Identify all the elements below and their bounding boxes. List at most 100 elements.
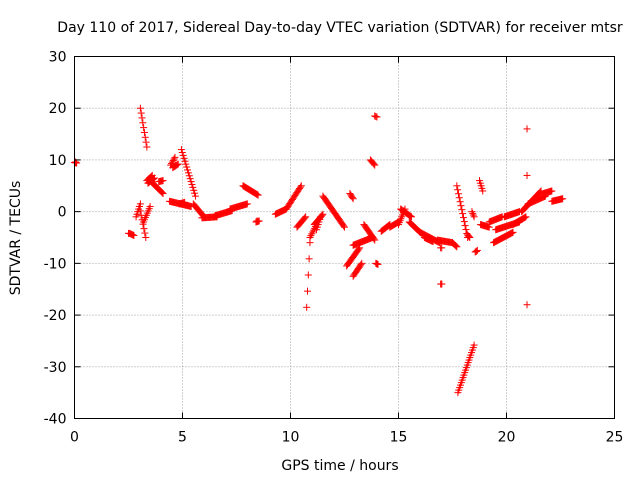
- data-point: [454, 190, 462, 198]
- data-point: [460, 218, 468, 226]
- y-tick-label: -30: [44, 360, 67, 376]
- data-point: [459, 210, 467, 218]
- data-point: [318, 211, 326, 219]
- data-point: [179, 151, 187, 159]
- chart-title: Day 110 of 2017, Sidereal Day-to-day VTE…: [57, 20, 623, 36]
- data-point: [296, 183, 304, 191]
- data-point: [142, 138, 150, 146]
- data-point: [159, 190, 167, 198]
- data-point: [456, 198, 464, 206]
- data-point: [254, 191, 262, 199]
- data-point: [305, 255, 313, 263]
- y-tick-label: -20: [44, 308, 67, 324]
- data-point: [301, 214, 309, 222]
- data-point: [173, 161, 181, 169]
- data-point: [559, 195, 567, 203]
- data-point: [139, 119, 147, 127]
- data-point: [185, 172, 193, 180]
- data-point: [167, 160, 175, 168]
- data-point: [149, 175, 157, 183]
- x-tick-label: 25: [606, 430, 624, 446]
- data-point: [468, 208, 476, 216]
- data-point: [137, 109, 145, 117]
- data-point: [181, 198, 189, 206]
- data-point: [348, 193, 356, 201]
- data-point: [136, 104, 144, 112]
- data-point: [184, 166, 192, 174]
- data-point: [303, 303, 311, 311]
- x-tick-label: 10: [282, 430, 300, 446]
- data-point: [373, 113, 381, 121]
- data-point: [170, 155, 178, 163]
- data-point: [172, 161, 180, 169]
- y-tick-label: 10: [49, 153, 67, 169]
- data-point: [465, 233, 473, 241]
- data-point: [150, 174, 158, 182]
- x-tick-label: 5: [178, 430, 187, 446]
- data-point: [371, 161, 379, 169]
- data-point: [141, 229, 149, 237]
- data-point: [141, 133, 149, 141]
- data-marks: [71, 104, 567, 397]
- data-point: [252, 190, 260, 198]
- data-point: [158, 189, 166, 197]
- data-point: [140, 225, 148, 233]
- data-point: [182, 160, 190, 168]
- data-point: [459, 214, 467, 222]
- data-point: [142, 234, 150, 241]
- data-point: [191, 189, 199, 197]
- data-point: [136, 207, 144, 215]
- data-point: [462, 226, 470, 234]
- data-point: [453, 243, 461, 251]
- axis-ticks: 0 5 10 15 20 25 -40 -30 -20 -10 0 10 20 30: [44, 50, 624, 446]
- data-point: [302, 213, 310, 221]
- data-point: [150, 175, 158, 183]
- data-point: [455, 194, 463, 202]
- x-tick-label: 0: [70, 430, 79, 446]
- data-point: [452, 242, 460, 250]
- data-point: [473, 246, 481, 254]
- data-point: [407, 213, 415, 221]
- data-point: [370, 235, 378, 243]
- data-point: [253, 191, 261, 199]
- data-point: [509, 228, 517, 236]
- data-point: [349, 195, 357, 203]
- data-point: [138, 114, 146, 122]
- data-point: [135, 202, 143, 210]
- data-point: [521, 213, 529, 221]
- data-point: [461, 222, 469, 230]
- data-point: [407, 212, 415, 220]
- x-tick-label: 15: [390, 430, 408, 446]
- data-point: [355, 245, 363, 253]
- data-point: [406, 212, 414, 220]
- data-point: [457, 202, 465, 210]
- data-point: [523, 171, 531, 179]
- data-point: [189, 183, 197, 191]
- data-point: [520, 214, 528, 222]
- data-point: [536, 188, 544, 196]
- data-point: [178, 148, 186, 156]
- data-point: [466, 234, 474, 241]
- data-point: [470, 341, 478, 349]
- data-point: [157, 188, 165, 196]
- data-point: [469, 209, 477, 217]
- y-tick-label: -10: [44, 256, 67, 272]
- data-point: [174, 160, 182, 168]
- data-point: [190, 186, 198, 194]
- data-point: [437, 280, 445, 288]
- data-point: [370, 160, 378, 168]
- data-point: [429, 238, 437, 246]
- data-point: [438, 244, 446, 252]
- data-point: [140, 128, 148, 136]
- data-point: [297, 182, 305, 190]
- data-point: [464, 232, 472, 240]
- data-point: [548, 187, 556, 195]
- data-point: [469, 211, 477, 219]
- data-point: [453, 182, 461, 190]
- grid-lines: [74, 56, 615, 419]
- data-point: [191, 192, 199, 200]
- data-point: [458, 206, 466, 214]
- data-point: [357, 261, 365, 269]
- data-point: [358, 259, 366, 267]
